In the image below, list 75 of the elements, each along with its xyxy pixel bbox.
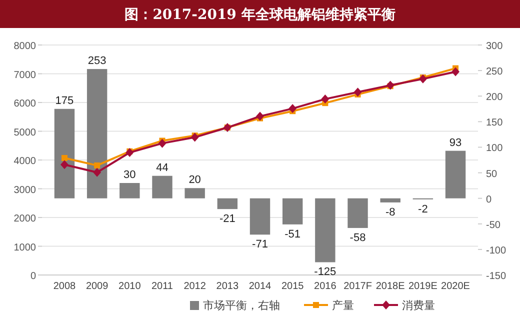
point xyxy=(60,160,68,170)
x-tick-label: 2016 xyxy=(314,281,337,292)
y2-tick-label: -100 xyxy=(486,245,506,256)
point xyxy=(256,112,264,121)
x-tick-label: 2011 xyxy=(151,281,174,292)
y-tick-label: 5000 xyxy=(14,127,36,138)
data-label: -2 xyxy=(418,203,428,216)
y2-tick-label: 200 xyxy=(486,92,504,104)
data-label: -21 xyxy=(219,213,236,226)
x-tick-label: 2012 xyxy=(184,281,206,292)
point xyxy=(321,94,330,104)
x-tick-label: 2013 xyxy=(216,281,239,292)
y-tick-label: 2000 xyxy=(14,214,36,224)
bar xyxy=(217,198,238,210)
legend-label: 市场平衡，右轴 xyxy=(203,299,280,312)
x-tick-label: 2019E xyxy=(408,281,438,292)
y-tick-label: 7000 xyxy=(14,70,36,81)
point xyxy=(158,138,166,148)
bar xyxy=(184,188,205,198)
bar xyxy=(152,176,172,198)
data-label: 93 xyxy=(449,136,462,149)
data-label: 175 xyxy=(55,94,74,107)
data-label: -58 xyxy=(350,232,366,244)
y-tick-label: 6000 xyxy=(14,98,36,110)
y-tick-label: 1000 xyxy=(14,242,36,254)
point xyxy=(452,67,460,76)
point xyxy=(288,104,297,114)
data-label: 253 xyxy=(88,55,106,68)
bar xyxy=(315,198,336,262)
bar xyxy=(348,198,368,228)
data-label: 20 xyxy=(188,174,201,186)
bar xyxy=(445,150,466,198)
y2-tick-label: -50 xyxy=(486,220,501,231)
data-label: 30 xyxy=(124,169,136,181)
y2-tick-label: 0 xyxy=(486,194,492,206)
y2-tick-label: 150 xyxy=(486,118,504,129)
y2-tick-label: 300 xyxy=(486,41,504,52)
x-tick-label: 2014 xyxy=(248,281,272,292)
data-label: 44 xyxy=(156,162,168,174)
x-tick-label: 2010 xyxy=(118,281,142,292)
bar xyxy=(120,183,140,198)
legend-label: 产量 xyxy=(332,299,354,312)
x-tick-label: 2009 xyxy=(86,281,109,292)
bar xyxy=(54,108,75,198)
data-label: -8 xyxy=(385,206,396,218)
y-tick-label: 3000 xyxy=(14,184,36,196)
y2-tick-label: 250 xyxy=(486,66,504,78)
x-tick-label: 2018E xyxy=(376,281,406,292)
x-tick-label: 2017F xyxy=(344,281,372,292)
y-tick-label: 0 xyxy=(30,271,36,282)
y2-tick-label: -150 xyxy=(486,271,506,282)
point xyxy=(386,80,394,90)
point xyxy=(94,162,100,168)
point xyxy=(418,74,427,84)
chart-title: 图：2017-2019 年全球电解铝维持紧平衡 xyxy=(124,6,396,23)
y-tick-label: 8000 xyxy=(14,41,36,52)
bar xyxy=(250,198,270,235)
point xyxy=(61,154,68,161)
x-tick-label: 2020E xyxy=(441,281,470,292)
x-tick-label: 2008 xyxy=(53,281,76,292)
point xyxy=(354,88,362,97)
data-label: -125 xyxy=(314,266,336,278)
bar xyxy=(282,198,303,224)
data-label: -71 xyxy=(252,238,268,251)
bar xyxy=(380,198,400,202)
y-tick-label: 4000 xyxy=(14,156,36,167)
y2-tick-label: 50 xyxy=(486,168,498,180)
point xyxy=(126,148,134,158)
bar xyxy=(86,69,108,198)
point xyxy=(93,168,102,177)
y2-tick-label: 100 xyxy=(486,143,504,154)
point xyxy=(190,132,199,142)
x-tick-label: 2015 xyxy=(281,281,304,292)
legend-label: 消费量 xyxy=(402,299,435,312)
data-label: -51 xyxy=(284,228,301,240)
